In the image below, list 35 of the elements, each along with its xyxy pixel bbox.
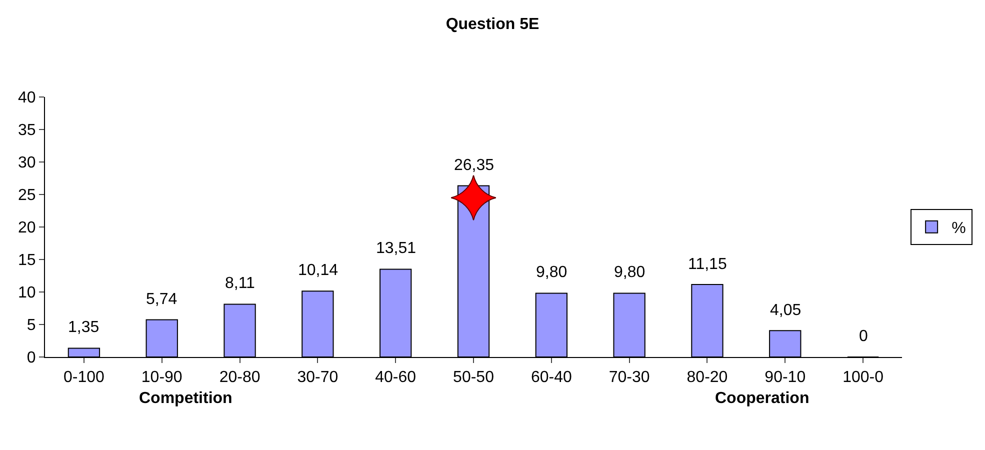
data-label: 10,14 <box>298 262 338 279</box>
y-tick-label: 15 <box>18 252 36 270</box>
data-label: 4,05 <box>770 302 802 319</box>
y-tick-label: 0 <box>26 350 36 367</box>
x-tick-label: 90-10 <box>764 369 806 386</box>
y-tick-label: 35 <box>18 122 36 140</box>
x-tick-label: 70-30 <box>608 369 650 386</box>
x-tick-label: 20-80 <box>219 369 260 386</box>
data-label: 0 <box>859 328 868 345</box>
data-label: 9,80 <box>614 264 646 281</box>
data-label: 11,15 <box>688 256 727 273</box>
x-tick-label: 30-70 <box>297 369 338 386</box>
data-label: 1,35 <box>68 319 100 336</box>
x-tick-label: 60-40 <box>530 369 572 386</box>
y-tick-label: 20 <box>18 220 36 237</box>
legend-label: % <box>952 220 966 238</box>
y-tick-label: 5 <box>26 317 36 334</box>
x-tick-label: 10-90 <box>141 369 182 386</box>
x-tick-label: 0-100 <box>63 369 105 386</box>
x-tick-label: 50-50 <box>453 369 494 386</box>
chart-title: Question 5E <box>446 16 540 34</box>
data-label: 5,74 <box>146 291 178 308</box>
x-tick-label: 100-0 <box>842 369 884 386</box>
text: Competition <box>139 390 232 407</box>
y-tick-label: 40 <box>18 90 36 107</box>
data-label: 13,51 <box>376 240 416 257</box>
y-tick-label: 25 <box>18 187 36 204</box>
x-tick-label: 80-20 <box>686 369 728 386</box>
x-tick-label: 40-60 <box>375 369 416 386</box>
data-label: 26,35 <box>454 157 494 174</box>
y-tick-label: 30 <box>18 154 36 172</box>
data-label: 8,11 <box>225 275 256 292</box>
y-tick-label: 10 <box>18 284 36 302</box>
data-label: 9,80 <box>536 264 568 281</box>
text: Cooperation <box>715 390 810 407</box>
